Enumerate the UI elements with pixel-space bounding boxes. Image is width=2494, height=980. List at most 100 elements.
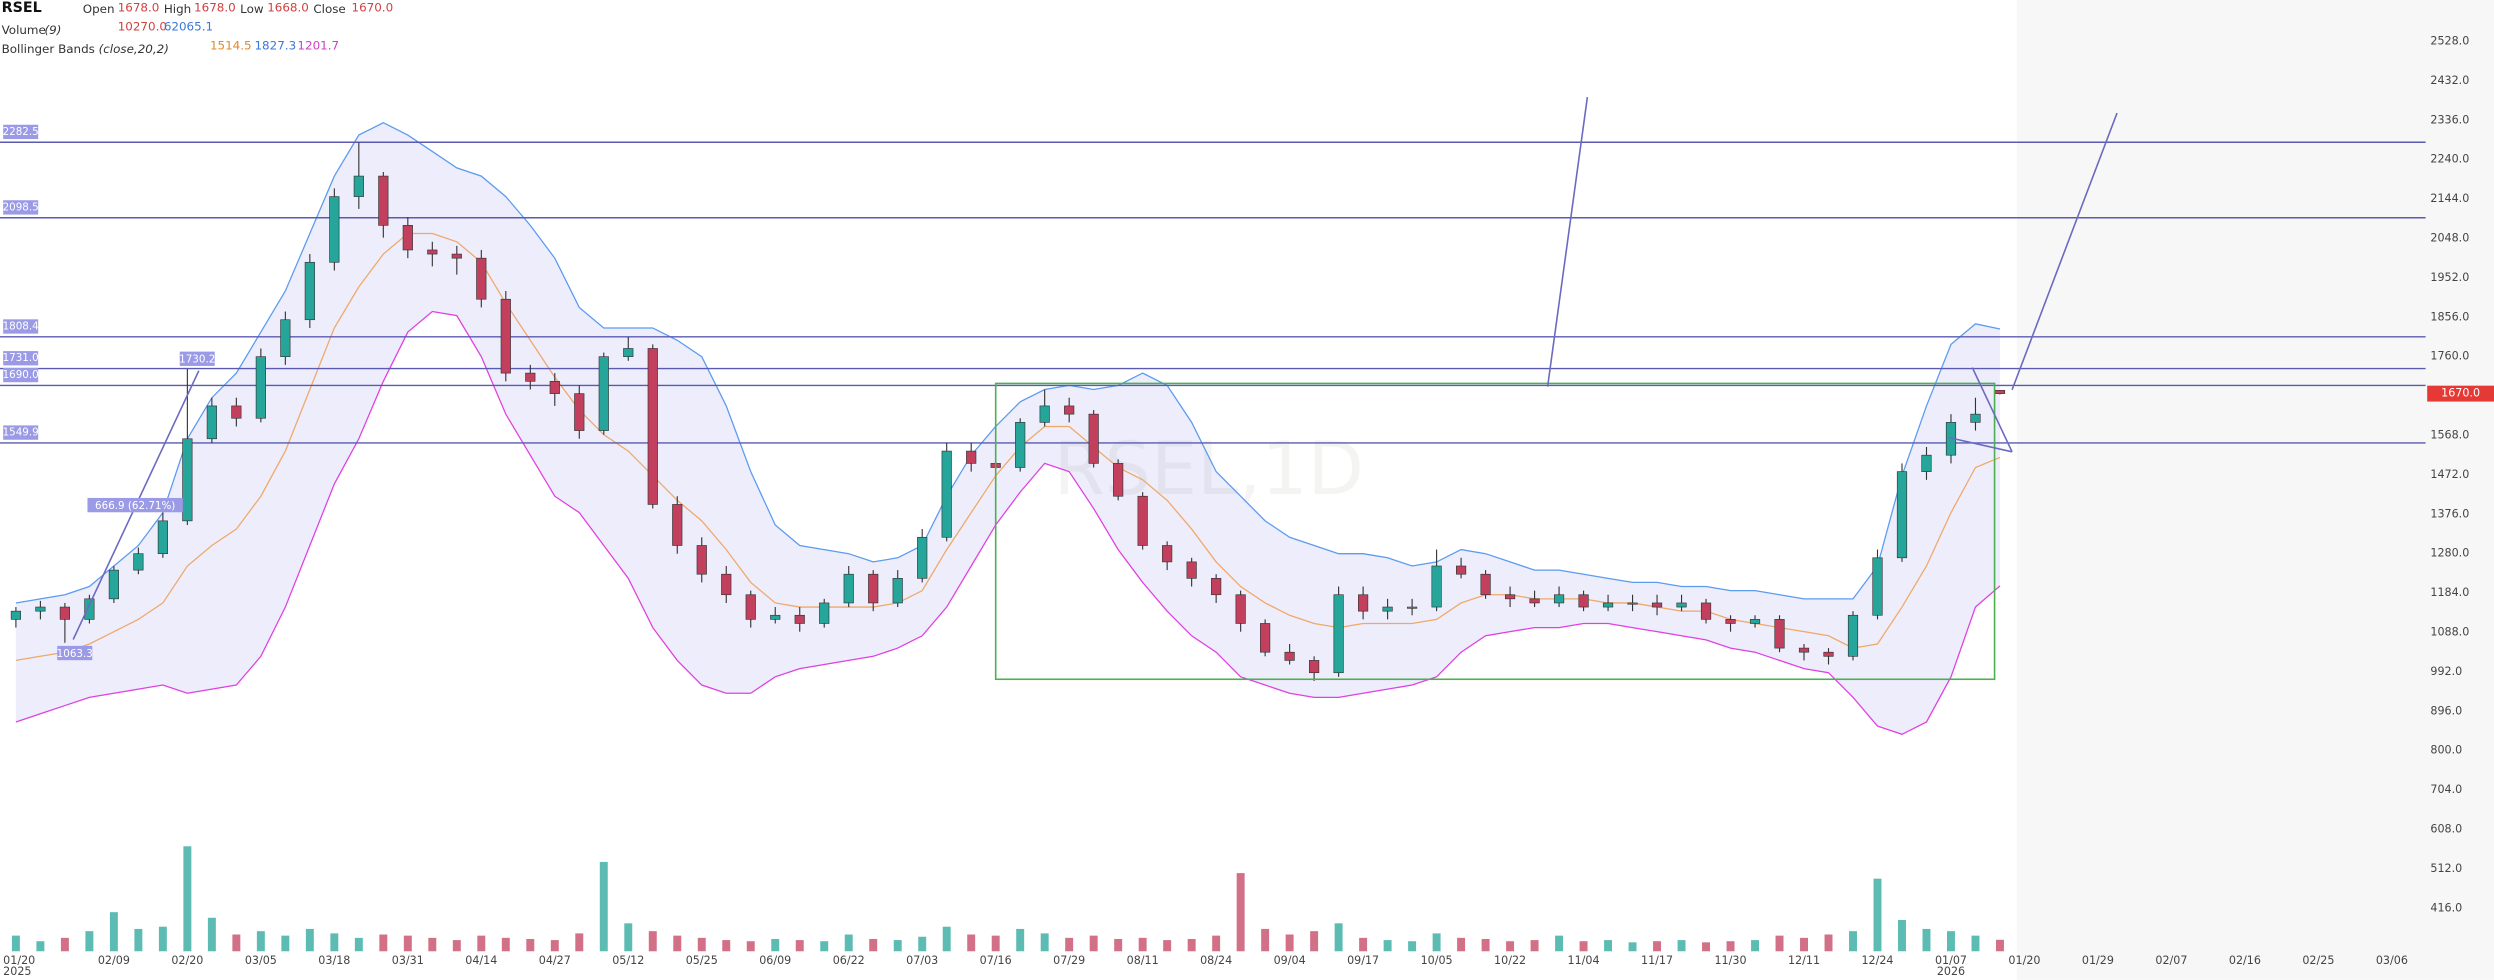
volume-bar — [1236, 873, 1245, 952]
candle-body — [1970, 413, 1981, 423]
volume-bar — [281, 935, 290, 952]
volume-bar — [1604, 940, 1613, 952]
band-middle — [15, 232, 2001, 662]
band-lower — [15, 310, 2001, 735]
x-tick-label: 03/06 — [2376, 954, 2408, 967]
volume-bar — [942, 926, 951, 952]
level-label: 1690.0 — [3, 369, 39, 381]
candle-body — [1137, 495, 1148, 546]
volume-bar — [648, 931, 657, 952]
candle-body — [427, 249, 438, 255]
candle-body — [231, 405, 242, 419]
candle-body — [476, 257, 487, 300]
y-tick-label: 1952.0 — [2430, 271, 2469, 284]
candle-body — [280, 319, 291, 358]
x-tick-label: 10/22 — [1494, 954, 1526, 967]
candle-body — [255, 356, 266, 419]
y-tick-label: 1088.0 — [2430, 625, 2469, 638]
open-label: Open — [83, 2, 115, 16]
close-label: Close — [313, 2, 345, 16]
x-tick-label: 05/12 — [612, 954, 644, 967]
volume-bar — [1408, 941, 1417, 952]
x-tick-label: 01/20 — [2008, 954, 2040, 967]
candle-body — [1676, 602, 1687, 608]
y-tick-label: 1568.0 — [2430, 428, 2469, 441]
volume-label: Volume — [2, 23, 46, 37]
volume-bar — [1775, 935, 1784, 952]
x-tick-label: 02/07 — [2155, 954, 2187, 967]
y-tick-label: 2432.0 — [2430, 74, 2469, 87]
y-tick-label: 2240.0 — [2430, 153, 2469, 166]
candle-body — [549, 380, 560, 394]
price-tag-label: 1670.0 — [2441, 387, 2480, 400]
volume-bar — [893, 940, 902, 952]
x-tick-label: 03/05 — [245, 954, 277, 967]
x-tick-label: 03/18 — [318, 954, 350, 967]
triangle-line — [1948, 436, 2013, 453]
trend-line — [2011, 112, 2118, 391]
candle-body — [353, 175, 364, 197]
candle-body — [598, 356, 609, 431]
candle-body — [941, 450, 952, 538]
y-tick-label: 896.0 — [2430, 704, 2462, 717]
volume-bar — [1163, 940, 1172, 952]
candle-body — [10, 610, 21, 620]
level-tag — [3, 367, 39, 383]
candle-body — [35, 606, 46, 612]
x-tick-label: 04/14 — [465, 954, 497, 967]
x-tick-label: 11/04 — [1568, 954, 1600, 967]
annotation: 666.9 (62.71%) — [95, 500, 175, 512]
candle-body — [378, 175, 389, 226]
level-tag — [3, 124, 39, 140]
candle-body — [1994, 390, 2006, 394]
volume-bar — [1383, 940, 1392, 952]
volume-bar — [844, 934, 853, 952]
candle-body — [304, 261, 315, 321]
volume-bar — [1040, 933, 1049, 952]
bb-label: Bollinger Bands — [2, 42, 95, 56]
candle-body — [1407, 606, 1418, 609]
candle-body — [1725, 619, 1736, 624]
candle-body — [843, 573, 854, 604]
volume-bar — [1114, 938, 1123, 952]
x-tick-label: 01/29 — [2082, 954, 2114, 967]
volume-bar — [1628, 942, 1637, 952]
candle-body — [966, 450, 977, 464]
candle-body — [1284, 651, 1295, 661]
volume-bar — [232, 934, 241, 952]
candle-body — [1774, 619, 1785, 649]
volume-bar — [158, 926, 167, 952]
candle-body — [1553, 594, 1565, 604]
volume-bar — [1579, 941, 1588, 952]
candle-body — [59, 606, 70, 620]
level-label: 2282.5 — [3, 126, 39, 138]
volume-bar — [1873, 878, 1882, 952]
candle-body — [1455, 565, 1467, 575]
level-label: 2098.5 — [3, 201, 39, 213]
volume-bar — [330, 933, 339, 952]
trend-line — [1546, 97, 1589, 387]
volume-bar — [1824, 934, 1833, 952]
volume-bar — [1849, 931, 1857, 952]
volume-bar — [1359, 937, 1368, 952]
volume-bar — [1922, 928, 1931, 952]
volume-bar — [1285, 934, 1294, 952]
candle-body — [1896, 471, 1908, 559]
x-tick-label: 02/16 — [2229, 954, 2261, 967]
y-tick-label: 2048.0 — [2430, 231, 2469, 244]
volume-bar — [1138, 937, 1147, 952]
drawings — [72, 97, 2118, 681]
x-tick-label: 07/16 — [980, 954, 1012, 967]
open-value: 1678.0 — [118, 1, 160, 15]
y-tick-label: 2528.0 — [2430, 34, 2469, 47]
candle-body — [1162, 545, 1173, 563]
volume-bar — [183, 846, 192, 952]
x-tick-label: 06/22 — [833, 954, 865, 967]
y-tick-label: 800.0 — [2430, 744, 2462, 757]
volume-bar — [1971, 935, 1980, 952]
bb-params: (close,20,2) — [99, 42, 169, 56]
x-tick-label: 09/04 — [1274, 954, 1306, 967]
candle-body — [1333, 594, 1344, 674]
candle-body — [819, 602, 830, 624]
